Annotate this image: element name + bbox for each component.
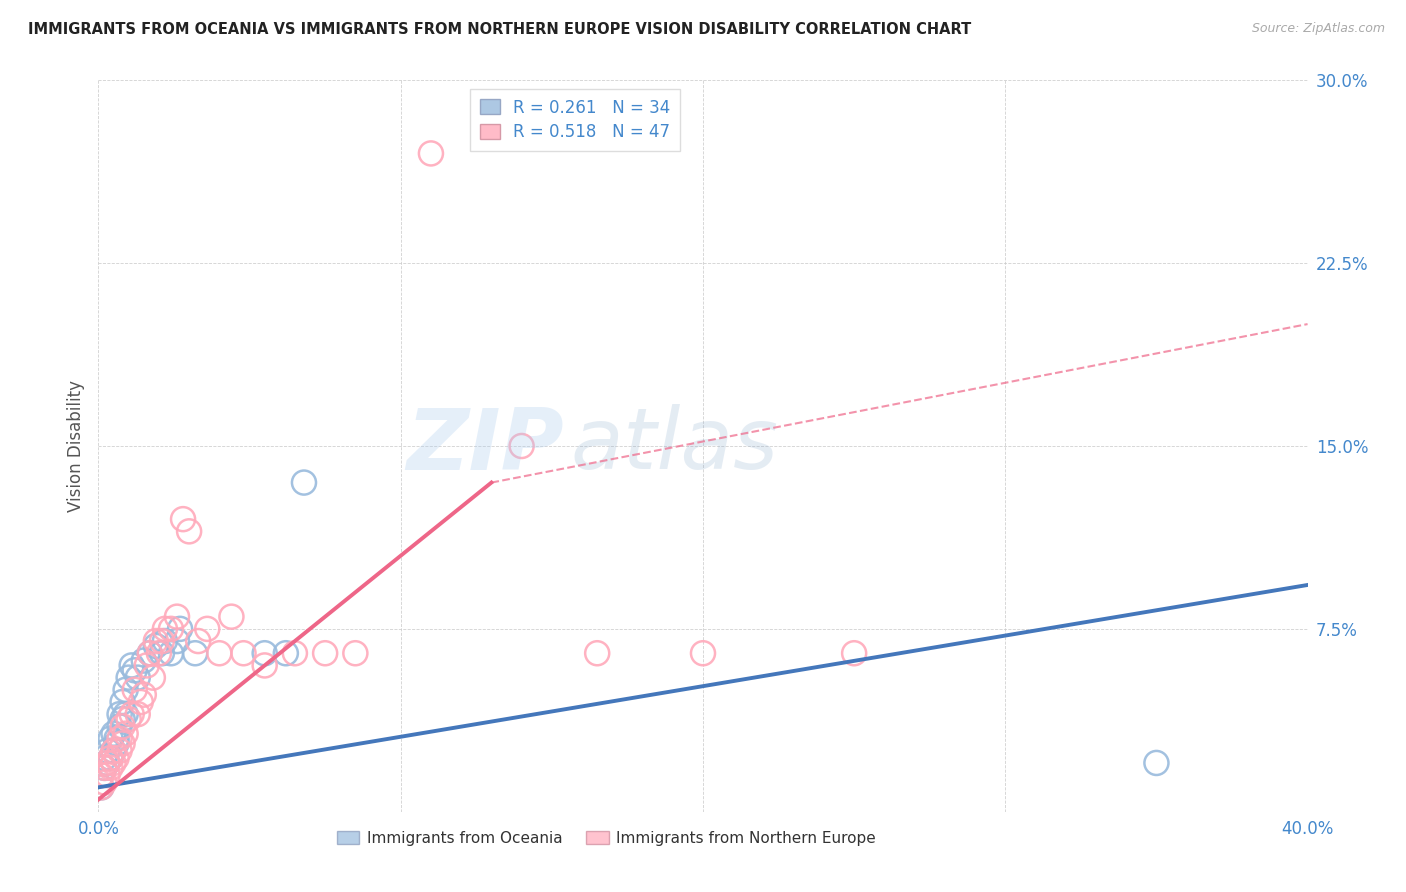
Point xyxy=(139,646,162,660)
Point xyxy=(692,646,714,660)
Point xyxy=(103,744,125,758)
Point xyxy=(103,756,125,770)
Point xyxy=(96,768,118,782)
Point xyxy=(114,707,136,722)
Point xyxy=(344,646,367,660)
Point xyxy=(90,768,112,782)
Point xyxy=(844,646,866,660)
Point xyxy=(1144,756,1167,770)
Point xyxy=(145,634,167,648)
Point xyxy=(108,744,131,758)
Point xyxy=(150,634,173,648)
Point xyxy=(208,646,231,660)
Point xyxy=(96,756,118,770)
Point xyxy=(105,736,128,750)
Point xyxy=(284,646,307,660)
Point xyxy=(111,719,134,733)
Text: atlas: atlas xyxy=(569,404,778,488)
Point xyxy=(90,780,112,795)
Point xyxy=(108,719,131,733)
Text: ZIP: ZIP xyxy=(406,404,564,488)
Point xyxy=(100,751,122,765)
Point xyxy=(127,671,149,685)
Point xyxy=(93,761,115,775)
Point xyxy=(103,727,125,741)
Point xyxy=(179,524,201,539)
Point xyxy=(105,751,128,765)
Point xyxy=(253,658,276,673)
Point xyxy=(314,646,336,660)
Point xyxy=(114,727,136,741)
Point xyxy=(172,512,194,526)
Point xyxy=(160,622,183,636)
Point xyxy=(105,731,128,746)
Point xyxy=(96,756,118,770)
Point xyxy=(93,761,115,775)
Point xyxy=(124,682,146,697)
Point xyxy=(292,475,315,490)
Point xyxy=(114,682,136,697)
Point xyxy=(132,654,155,668)
Point xyxy=(166,634,188,648)
Point xyxy=(100,751,122,765)
Point xyxy=(153,634,176,648)
Point xyxy=(96,744,118,758)
Point xyxy=(510,439,533,453)
Point xyxy=(139,646,162,660)
Point xyxy=(420,146,443,161)
Point xyxy=(118,712,141,726)
Legend: Immigrants from Oceania, Immigrants from Northern Europe: Immigrants from Oceania, Immigrants from… xyxy=(330,824,882,852)
Point xyxy=(124,663,146,677)
Point xyxy=(169,622,191,636)
Point xyxy=(166,609,188,624)
Point xyxy=(100,731,122,746)
Point xyxy=(93,775,115,789)
Point xyxy=(253,646,276,660)
Text: Source: ZipAtlas.com: Source: ZipAtlas.com xyxy=(1251,22,1385,36)
Point xyxy=(111,712,134,726)
Point xyxy=(90,780,112,795)
Point xyxy=(586,646,609,660)
Point xyxy=(148,646,170,660)
Point xyxy=(187,634,209,648)
Point xyxy=(121,658,143,673)
Point xyxy=(145,639,167,653)
Point xyxy=(153,622,176,636)
Point xyxy=(129,695,152,709)
Point xyxy=(232,646,254,660)
Point xyxy=(221,609,243,624)
Y-axis label: Vision Disability: Vision Disability xyxy=(66,380,84,512)
Point xyxy=(108,707,131,722)
Point xyxy=(132,688,155,702)
Point xyxy=(111,736,134,750)
Point xyxy=(150,646,173,660)
Point xyxy=(274,646,297,660)
Point xyxy=(184,646,207,660)
Point xyxy=(142,671,165,685)
Text: IMMIGRANTS FROM OCEANIA VS IMMIGRANTS FROM NORTHERN EUROPE VISION DISABILITY COR: IMMIGRANTS FROM OCEANIA VS IMMIGRANTS FR… xyxy=(28,22,972,37)
Point xyxy=(100,761,122,775)
Point xyxy=(118,671,141,685)
Point xyxy=(103,744,125,758)
Point xyxy=(93,751,115,765)
Point xyxy=(160,646,183,660)
Point xyxy=(127,707,149,722)
Point xyxy=(135,658,157,673)
Point xyxy=(195,622,218,636)
Point xyxy=(108,731,131,746)
Point xyxy=(121,707,143,722)
Point xyxy=(111,695,134,709)
